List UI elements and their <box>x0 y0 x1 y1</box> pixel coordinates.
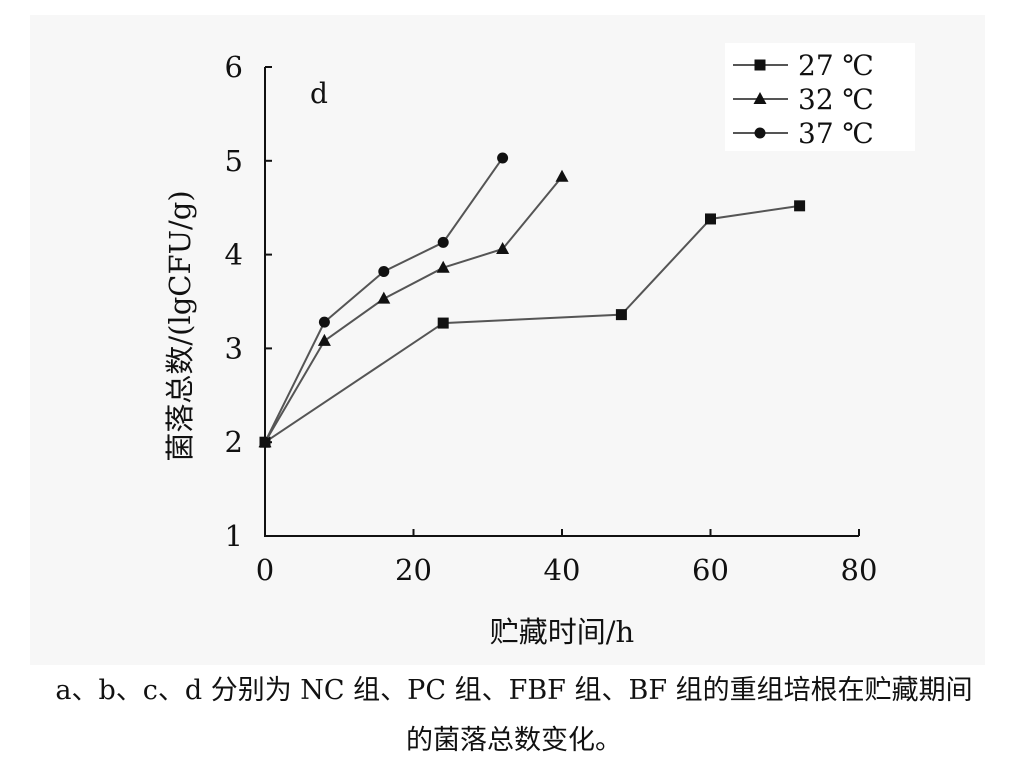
data-point <box>377 291 391 304</box>
data-point <box>615 309 627 321</box>
data-point <box>437 236 449 248</box>
y-tick-label: 3 <box>225 331 243 365</box>
data-point <box>317 333 331 346</box>
y-ticks: 1 2 3 4 5 6 <box>225 50 272 553</box>
data-point <box>496 241 510 254</box>
panel-label: d <box>310 77 328 110</box>
data-point <box>794 200 806 212</box>
data-point <box>436 260 450 273</box>
legend-marker <box>754 59 766 71</box>
legend-item: 27 ℃ <box>733 49 874 82</box>
data-point <box>437 317 449 329</box>
data-point <box>378 265 390 277</box>
y-tick-label: 5 <box>225 144 243 178</box>
y-tick-label: 1 <box>225 519 243 553</box>
legend-item: 32 ℃ <box>733 83 874 116</box>
data-point <box>497 152 509 164</box>
x-ticks: 0 20 40 60 80 <box>256 529 878 587</box>
x-tick-label: 40 <box>544 553 581 587</box>
legend-label: 32 ℃ <box>798 83 874 116</box>
series-layer <box>258 152 806 448</box>
data-point <box>555 169 569 182</box>
series-1 <box>259 200 806 448</box>
line-chart: 1 2 3 4 5 6 0 20 40 60 80 d 贮藏时间/h 菌落总数/(lgCFU/g)… <box>163 43 915 649</box>
x-axis-label: 贮藏时间/h <box>490 615 634 649</box>
data-point <box>705 213 716 225</box>
legend-marker <box>754 127 766 139</box>
series-line <box>264 204 800 444</box>
chart-figure: 1 2 3 4 5 6 0 20 40 60 80 d 贮藏时间/h 菌落总数/(lgCFU/g)… <box>30 15 985 665</box>
series-2 <box>258 169 569 448</box>
legend-label: 27 ℃ <box>798 49 874 82</box>
x-tick-label: 0 <box>256 553 274 587</box>
x-tick-label: 80 <box>841 553 878 587</box>
figure-caption-line-2: 的菌落总数变化。 <box>406 725 622 756</box>
series-3 <box>259 152 509 448</box>
legend-item: 37 ℃ <box>733 117 874 150</box>
legend-label: 37 ℃ <box>798 117 874 150</box>
data-point <box>318 316 330 328</box>
x-tick-label: 20 <box>395 553 432 587</box>
y-tick-label: 2 <box>225 425 243 459</box>
legend: 27 ℃32 ℃37 ℃ <box>725 43 915 151</box>
y-tick-label: 4 <box>225 238 243 272</box>
series-line <box>264 176 563 443</box>
data-point <box>259 436 271 448</box>
x-tick-label: 60 <box>692 553 729 587</box>
y-axis-label: 菌落总数/(lgCFU/g) <box>163 190 197 461</box>
figure-caption-line-1: a、b、c、d 分别为 NC 组、PC 组、FBF 组、BF 组的重组培根在贮藏… <box>55 675 973 706</box>
legend-marker <box>753 92 767 104</box>
y-tick-label: 6 <box>225 50 243 84</box>
